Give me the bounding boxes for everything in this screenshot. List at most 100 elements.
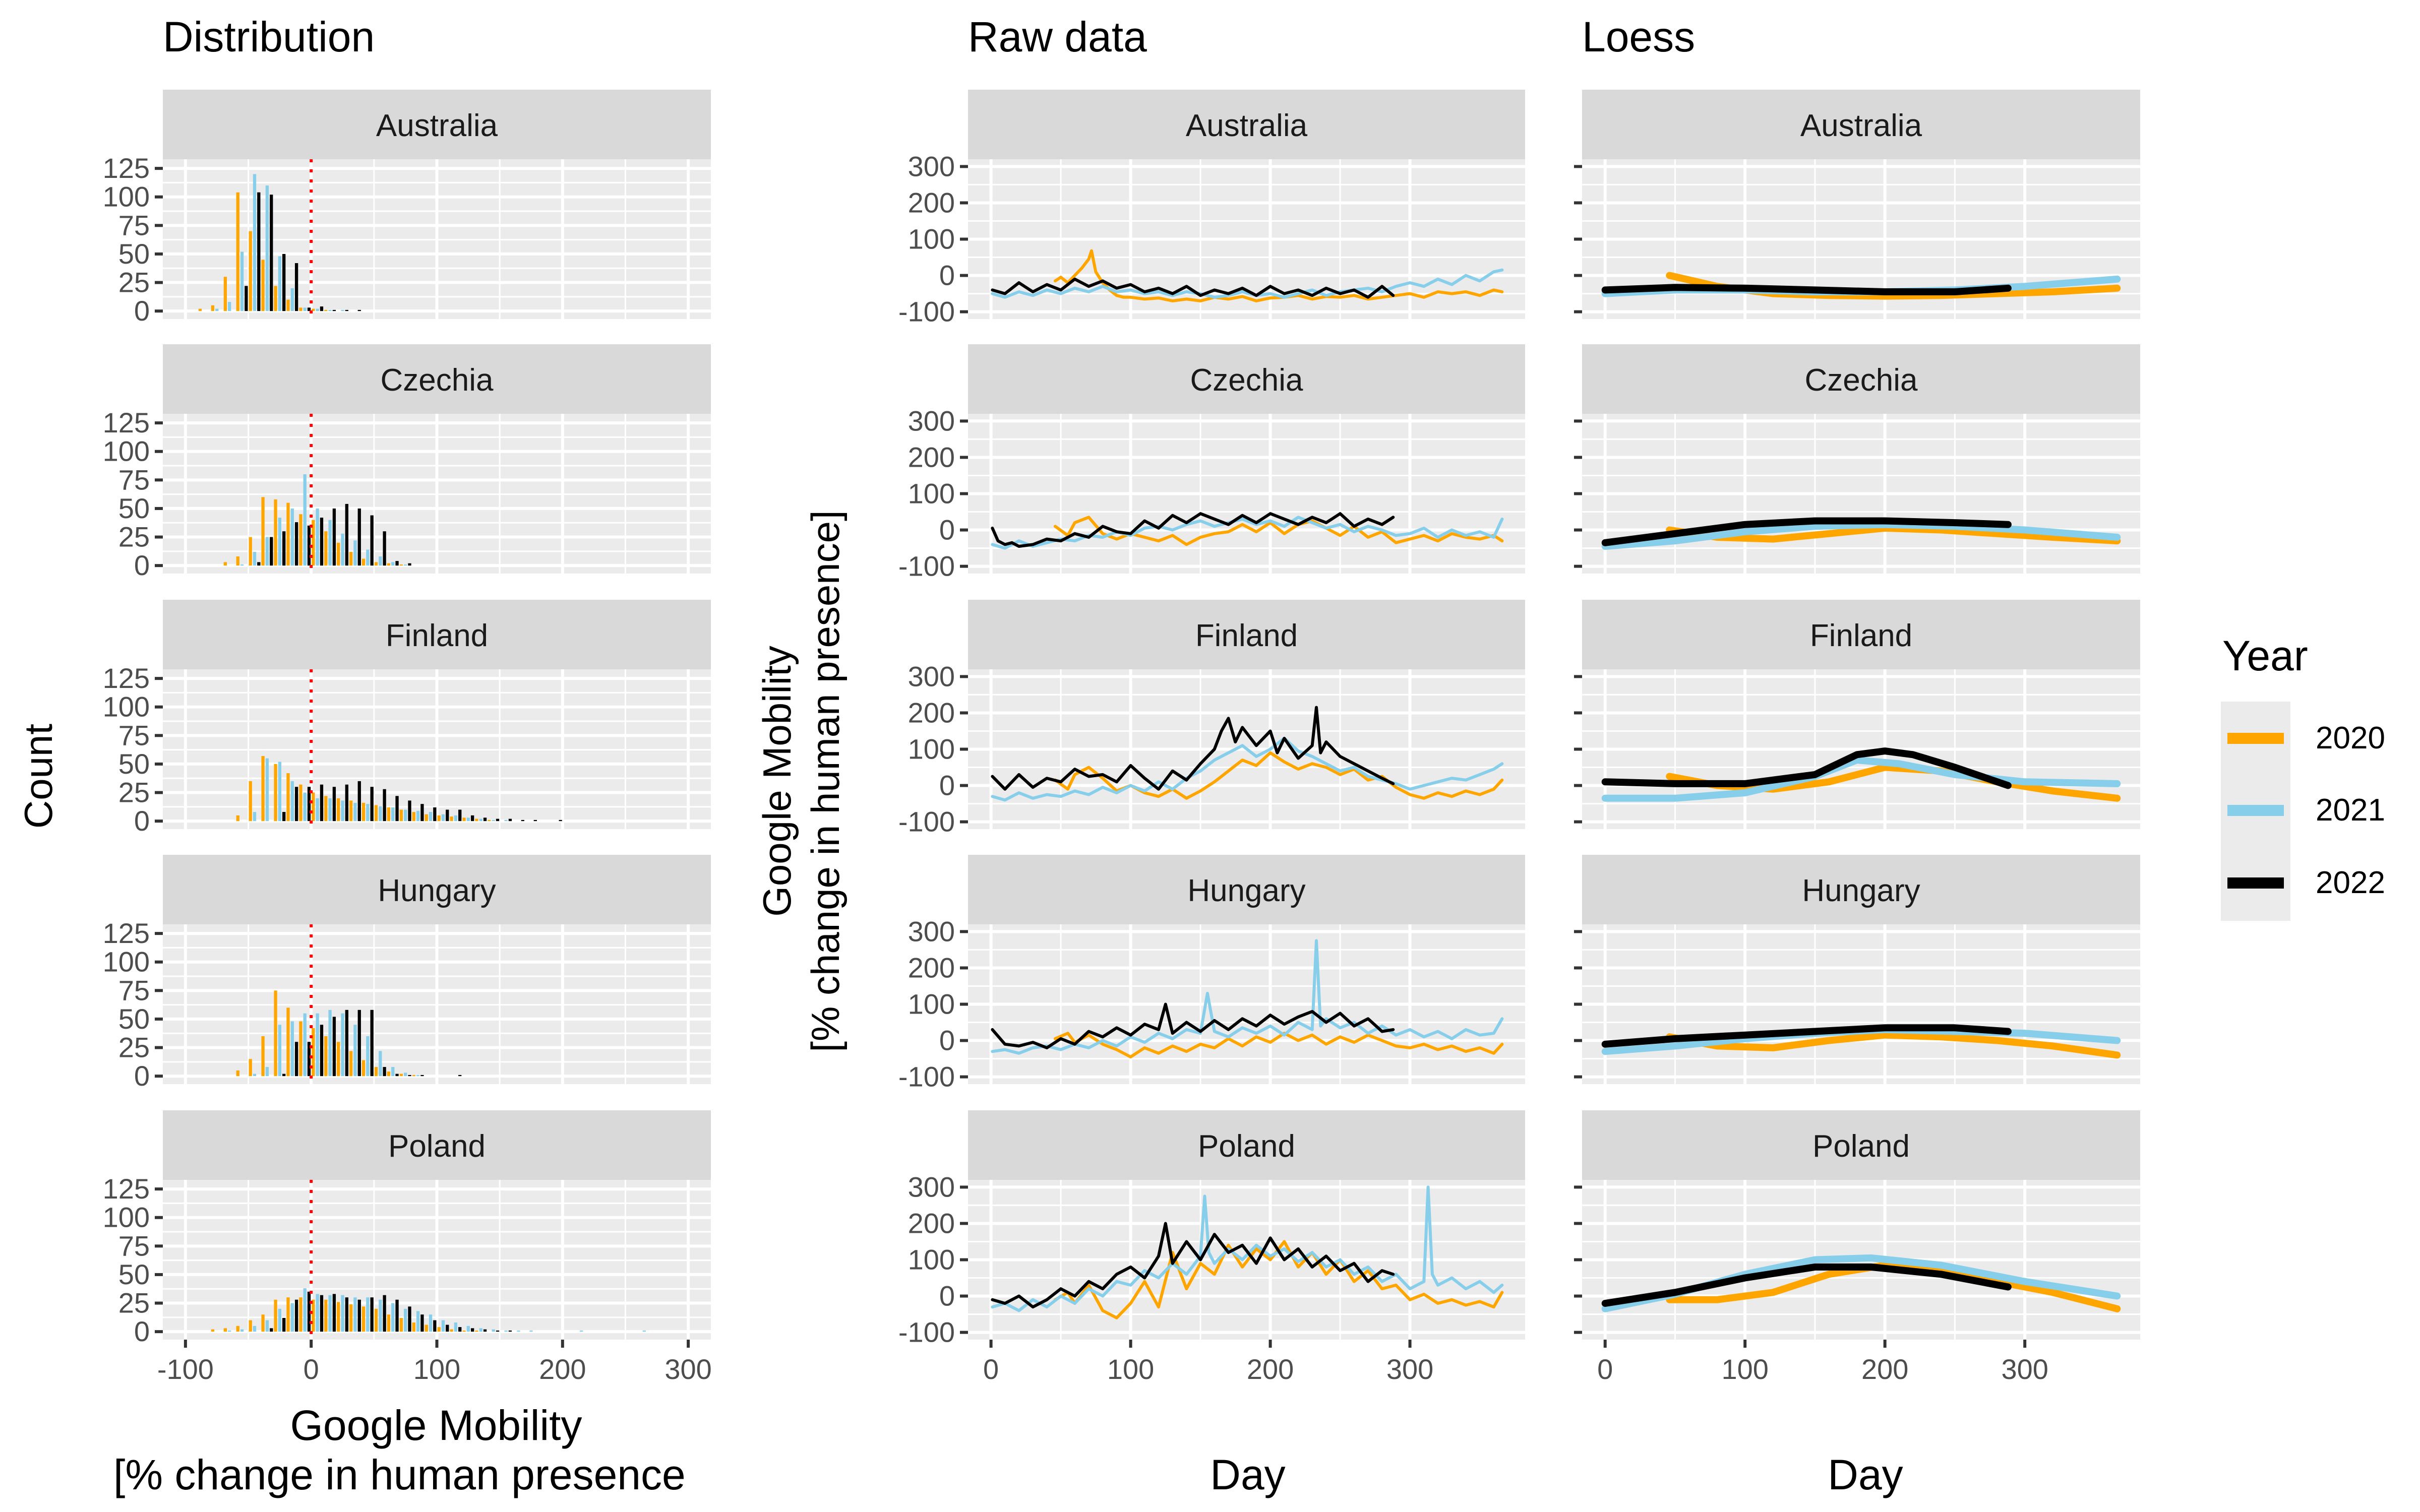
- hist-bar-2021: [253, 812, 257, 822]
- hist-bar-2020: [361, 802, 366, 822]
- hist-bar-2022: [282, 531, 286, 566]
- hist-bar-2022: [282, 1074, 286, 1077]
- hist-bar-2020: [387, 563, 391, 566]
- distribution-strip-poland: [163, 1110, 711, 1180]
- hist-bar-2021: [504, 820, 508, 822]
- hist-bar-2021: [341, 1013, 344, 1077]
- hist-bar-2021: [416, 1311, 420, 1332]
- hist-bar-2021: [441, 814, 445, 822]
- hist-bar-2021: [492, 820, 495, 822]
- x-tick-label: 300: [1386, 1353, 1433, 1385]
- legend-label-2022: 2022: [2316, 865, 2385, 900]
- raw-strip-hungary: [968, 855, 1525, 924]
- hist-bar-2020: [349, 1051, 353, 1077]
- hist-bar-2022: [294, 787, 298, 822]
- hist-bar-2020: [261, 497, 265, 566]
- hist-bar-2021: [341, 1295, 344, 1332]
- hist-bar-2021: [240, 564, 244, 566]
- hist-bar-2021: [580, 1330, 583, 1332]
- hist-bar-2020: [274, 1299, 277, 1332]
- hist-bar-2022: [395, 561, 399, 566]
- distribution-strip-czechia: [163, 344, 711, 414]
- hist-bar-2021: [429, 812, 433, 822]
- hist-bar-2020: [399, 809, 403, 822]
- hist-bar-2021: [642, 1330, 646, 1332]
- hist-bar-2020: [324, 796, 328, 822]
- hist-bar-2021: [328, 1010, 332, 1077]
- y-tick-label: 25: [118, 777, 150, 808]
- hist-bar-2020: [223, 562, 227, 566]
- hist-bar-2022: [332, 787, 336, 822]
- hist-bar-2022: [270, 195, 273, 311]
- hist-bar-2020: [299, 784, 302, 822]
- hist-bar-2022: [357, 1010, 361, 1077]
- hist-bar-2022: [408, 1075, 411, 1077]
- hist-bar-2022: [282, 812, 286, 822]
- hist-bar-2020: [337, 1302, 340, 1332]
- hist-bar-2022: [408, 563, 411, 566]
- y-tick-label: 125: [103, 152, 150, 184]
- hist-bar-2022: [320, 784, 324, 822]
- hist-bar-2020: [286, 299, 290, 311]
- x-tick-label: 300: [664, 1353, 711, 1385]
- facet-panels: Australia0255075100125Czechia02550751001…: [103, 90, 2140, 1385]
- y-tick-label: 125: [103, 662, 150, 694]
- hist-bar-2021: [353, 802, 357, 822]
- hist-bar-2020: [475, 1330, 478, 1332]
- y-tick-label: 100: [103, 691, 150, 723]
- hist-bar-2021: [265, 1320, 269, 1332]
- y-tick-label: 125: [103, 1173, 150, 1205]
- raw-strip-label-poland: Poland: [1198, 1129, 1295, 1164]
- hist-bar-2021: [328, 1295, 332, 1332]
- distribution-strip-label-czechia: Czechia: [381, 363, 494, 398]
- hist-bar-2021: [466, 817, 470, 822]
- raw-strip-label-hungary: Hungary: [1187, 873, 1305, 908]
- hist-bar-2021: [441, 1320, 445, 1332]
- hist-bar-2021: [316, 508, 319, 566]
- hist-bar-2020: [198, 308, 202, 311]
- distribution-strip-hungary: [163, 855, 711, 924]
- hist-bar-2020: [286, 502, 290, 566]
- hist-bar-2022: [320, 1025, 324, 1077]
- hist-bar-2021: [215, 308, 219, 311]
- hist-bar-2021: [253, 174, 257, 311]
- hist-bar-2021: [328, 309, 332, 311]
- hist-bar-2020: [223, 277, 227, 311]
- hist-bar-2020: [337, 798, 340, 822]
- hist-bar-2022: [370, 787, 374, 822]
- hist-bar-2022: [395, 1299, 399, 1332]
- hist-bar-2020: [387, 807, 391, 822]
- hist-bar-2022: [508, 1330, 512, 1332]
- hist-bar-2022: [370, 1010, 374, 1077]
- hist-bar-2020: [249, 781, 252, 822]
- hist-bar-2020: [412, 812, 415, 822]
- hist-bar-2022: [433, 807, 437, 822]
- hist-bar-2022: [496, 1330, 500, 1332]
- raw-line-2022: [991, 512, 1395, 548]
- hist-bar-2020: [462, 817, 466, 822]
- hist-bar-2022: [458, 1075, 462, 1077]
- raw-strip-label-finland: Finland: [1195, 618, 1298, 653]
- hist-bar-2021: [316, 1294, 319, 1332]
- hist-bar-2020: [211, 1329, 215, 1332]
- hist-bar-2022: [345, 1297, 348, 1332]
- hist-bar-2022: [483, 1329, 487, 1332]
- hist-bar-2021: [265, 1067, 269, 1077]
- y-tick-label: 75: [118, 209, 150, 241]
- hist-bar-2020: [274, 286, 277, 311]
- hist-bar-2020: [361, 1060, 366, 1077]
- hist-bar-2020: [236, 1326, 239, 1332]
- hist-bar-2020: [374, 1067, 378, 1077]
- hist-bar-2020: [324, 1036, 328, 1077]
- hist-bar-2021: [404, 809, 407, 822]
- hist-bar-2021: [303, 307, 307, 311]
- raw-line-2021: [991, 736, 1504, 802]
- hist-bar-2022: [294, 1042, 298, 1077]
- hist-bar-2022: [470, 815, 474, 822]
- raw-line-2020: [1054, 1032, 1504, 1058]
- hist-bar-2022: [496, 818, 500, 822]
- hist-bar-2020: [337, 542, 340, 566]
- loess-strip-label-poland: Poland: [1812, 1129, 1910, 1164]
